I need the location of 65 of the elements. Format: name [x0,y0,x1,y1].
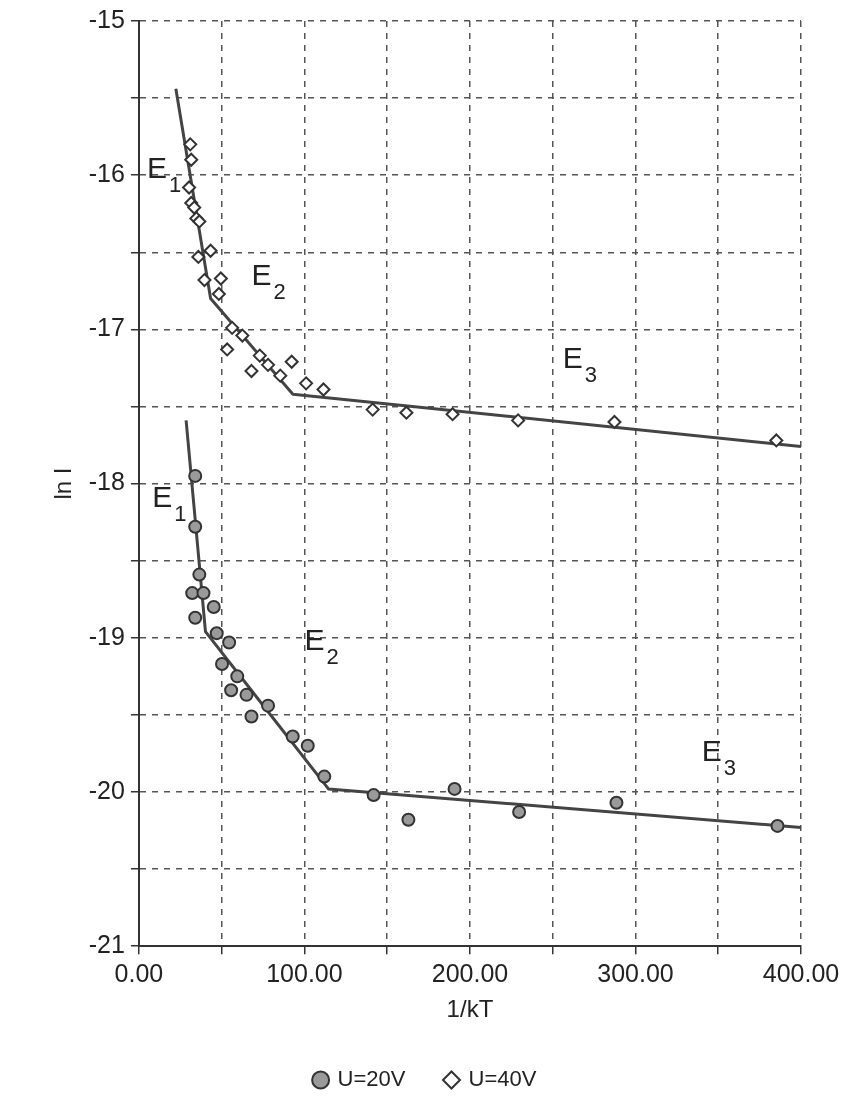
y-tick-label: -20 [88,775,125,804]
point [239,687,254,702]
point [399,405,414,420]
point [188,519,203,534]
point [273,368,288,383]
point [284,354,299,369]
point [511,413,526,428]
legend-label: U=20V [337,1066,406,1092]
point [215,657,230,672]
point [203,243,218,258]
point [261,698,276,713]
point [220,342,235,357]
point [191,249,206,264]
x-tick-label: 400.00 [762,959,840,988]
point [187,200,202,215]
y-tick-label: -15 [88,4,125,33]
point [188,610,203,625]
point [197,273,212,288]
point [224,683,239,698]
x-tick-label: 0.00 [114,959,164,988]
y-tick-label: -18 [88,467,125,496]
y-tick-label: -16 [88,159,125,188]
point [222,635,237,650]
point [316,382,331,397]
point [183,137,198,152]
point [609,795,624,810]
point [366,788,381,803]
point [244,364,259,379]
point [285,729,300,744]
y-tick-label: -19 [88,621,125,650]
point [512,805,527,820]
x-tick-label: 300.00 [597,959,674,988]
legend-label: U=40V [468,1066,537,1092]
point [230,669,245,684]
point [300,738,315,753]
point [445,407,460,422]
x-tick-label: 100.00 [266,959,343,988]
point [196,586,211,601]
point [252,348,267,363]
point [206,599,221,614]
y-tick-label: -17 [88,313,125,342]
point [607,414,622,429]
point [188,468,203,483]
point [213,271,228,286]
point [184,152,199,167]
point [182,180,197,195]
point [769,433,784,448]
x-tick-label: 200.00 [431,959,509,988]
point [447,781,462,796]
point [401,812,416,827]
point [185,586,200,601]
point [365,402,380,417]
point [211,286,226,301]
point [244,709,259,724]
x-axis-title: 1/kT [446,995,494,1023]
point [770,818,785,833]
point [209,626,224,641]
point [235,328,250,343]
y-axis-title: ln I [49,467,77,500]
point [261,357,276,372]
point [317,769,332,784]
point [192,567,207,582]
y-tick-label: -21 [88,930,125,959]
point [299,376,314,391]
point [225,320,240,335]
